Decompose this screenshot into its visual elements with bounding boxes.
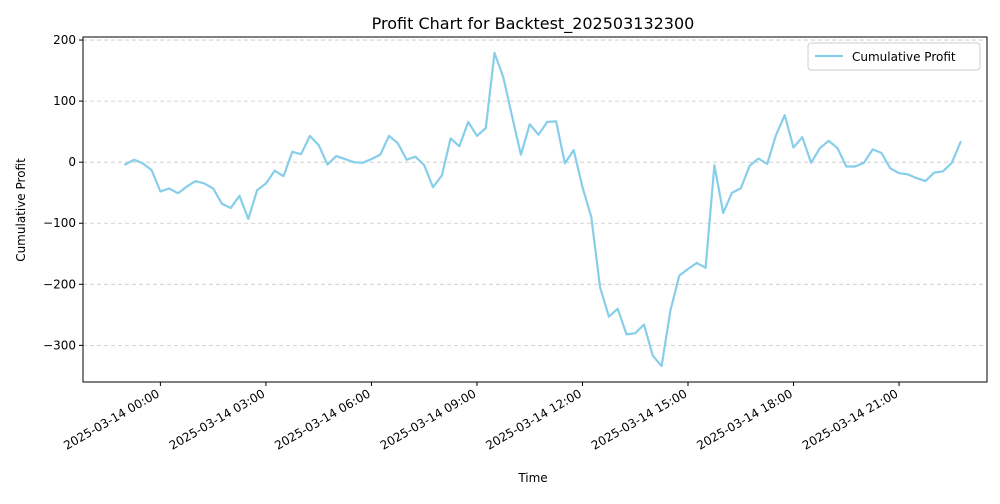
legend: Cumulative Profit	[807, 42, 981, 71]
x-tick-label: 2025-03-14 06:00	[272, 386, 373, 452]
y-axis-label: Cumulative Profit	[14, 158, 28, 262]
x-axis-label: Time	[517, 471, 547, 485]
x-tick-label: 2025-03-14 09:00	[378, 386, 479, 452]
y-tick-label: 100	[53, 94, 76, 108]
x-axis: 2025-03-14 00:00 2025-03-14 03:00 2025-03-…	[61, 382, 901, 453]
y-tick-label: 0	[68, 155, 76, 169]
plot-frame	[82, 36, 988, 383]
y-axis: 200 100 0 −100 −200 −300	[43, 33, 83, 352]
x-tick-label: 2025-03-14 15:00	[589, 386, 690, 452]
y-tick-label: 200	[53, 33, 76, 47]
legend-box	[807, 42, 981, 71]
x-tick-label: 2025-03-14 12:00	[483, 386, 584, 452]
x-tick-label: 2025-03-14 21:00	[800, 386, 901, 452]
line-layer	[124, 51, 962, 368]
y-tick-label: −200	[43, 277, 76, 291]
x-tick-label: 2025-03-14 18:00	[694, 386, 795, 452]
x-tick-label: 2025-03-14 00:00	[61, 386, 162, 452]
series-line-cumulative-profit	[124, 51, 962, 368]
chart-title: Profit Chart for Backtest_202503132300	[372, 14, 695, 34]
legend-label: Cumulative Profit	[852, 50, 956, 64]
grid-layer	[83, 39, 987, 346]
x-tick-label: 2025-03-14 03:00	[167, 386, 268, 452]
y-tick-label: −300	[43, 338, 76, 352]
y-tick-label: −100	[43, 216, 76, 230]
